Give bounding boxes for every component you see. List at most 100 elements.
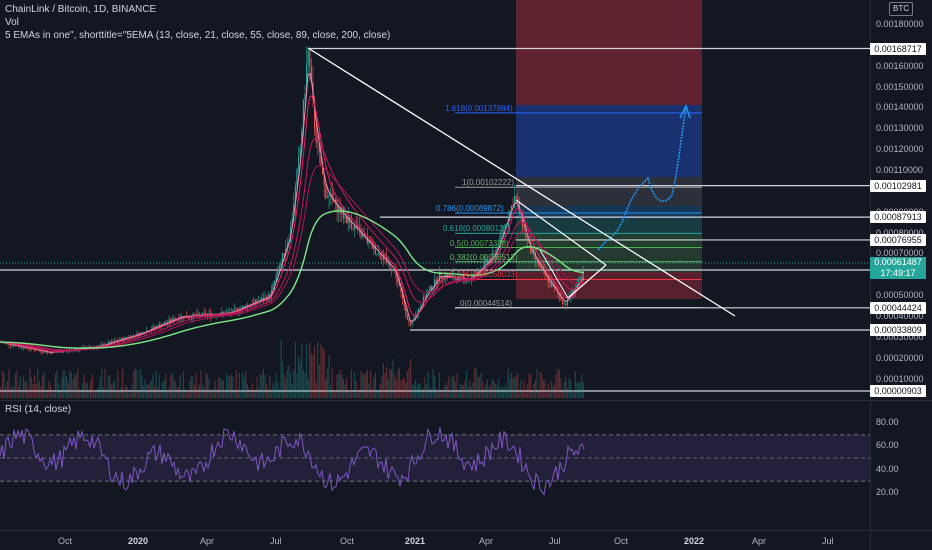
fib-level-label: 0.236(0.00058033) [450,270,518,280]
candle-body [203,312,205,314]
candle-body [565,303,567,305]
volume-bar [11,385,13,398]
volume-bar [101,369,103,398]
volume-bar [298,356,300,398]
volume-bar [491,378,493,398]
volume-bar [450,392,452,398]
candle-body [426,293,428,298]
volume-bar [411,384,413,398]
candle-body [198,313,200,315]
volume-bar [264,374,266,398]
volume-bar [2,371,4,398]
candle-body [40,350,42,352]
volume-bar [469,380,471,398]
volume-bar [325,379,327,398]
volume-bar [24,380,26,398]
candle-body [262,297,264,301]
volume-bar [408,368,410,398]
volume-bar [280,340,282,398]
candle-body [307,50,309,65]
volume-bar [38,381,40,398]
volume-bar [530,373,532,398]
volume-bar [531,391,533,398]
rsi-indicator-label[interactable]: RSI (14, close) [5,404,72,415]
candle-body [328,194,330,197]
price-tick: 0.00010000 [876,373,924,384]
fib-band-2 [516,206,702,219]
volume-bar [403,377,405,398]
candle-body [107,342,109,345]
volume-bar [262,368,264,398]
candle-body [406,314,408,320]
volume-bar [259,373,261,398]
volume-bar [106,389,108,398]
volume-bar [69,370,71,398]
candle-body [442,277,444,280]
ema-indicator-label[interactable]: 5 EMAs in one", shorttitle="5EMA (13, cl… [5,30,391,41]
candle-body [29,348,31,350]
candle-body [10,345,12,346]
candle-body [325,185,327,199]
volume-bar [278,388,280,398]
volume-bar [166,390,168,398]
candle-body [501,232,503,235]
volume-bar [43,372,45,398]
volume-bar [366,369,368,398]
volume-bar [93,390,95,398]
candle-body [430,286,432,291]
volume-bar [379,384,381,398]
volume-bar [394,375,396,398]
volume-bar [46,389,48,398]
symbol-title[interactable]: ChainLink / Bitcoin, 1D, BINANCE [5,4,157,15]
price-tick: 0.00180000 [876,18,924,29]
candle-body [187,317,189,319]
time-tick: Apr [479,536,494,546]
candle-body [261,297,263,301]
price-tick: 0.00120000 [876,144,924,155]
volume-bar [254,391,256,398]
volume-bar [486,379,488,398]
volume-bar [419,383,421,398]
candle-body [346,216,348,224]
volume-bar [147,384,149,398]
volume-bar [26,382,28,398]
candle-body [296,169,298,186]
volume-bar [357,392,359,398]
volume-bar [581,373,583,398]
volume-bar [190,375,192,398]
candle-body [387,262,389,263]
volume-bar [358,389,360,398]
volume-bar [483,387,485,398]
candle-body [358,226,360,229]
volume-bar [139,369,141,398]
volume-bar [274,385,276,398]
volume-bar [480,372,482,398]
candle-body [114,340,116,343]
volume-bar [562,391,564,398]
volume-bar [91,374,93,398]
candle-body [195,314,197,316]
candle-body [222,311,224,313]
volume-indicator-label[interactable]: Vol [5,17,19,28]
volume-bar [130,392,132,398]
candle-body [43,350,45,353]
volume-bar [77,368,79,398]
volume-bar [541,374,543,398]
candle-body [382,254,384,260]
candle-body [566,298,568,305]
position-target-zone [516,105,702,177]
candle-body [174,319,176,322]
fib-band-6 [516,272,702,299]
price-tick: 0.00130000 [876,123,924,134]
volume-bar [370,370,372,398]
candle-body [42,351,44,353]
volume-bar [310,353,312,398]
candle-body [517,198,519,203]
volume-bar [424,377,426,398]
currency-badge[interactable]: BTC [889,2,913,16]
volume-bar [435,388,437,398]
volume-bar [10,388,12,398]
volume-bar [288,365,290,398]
fib-band-4 [516,234,702,248]
